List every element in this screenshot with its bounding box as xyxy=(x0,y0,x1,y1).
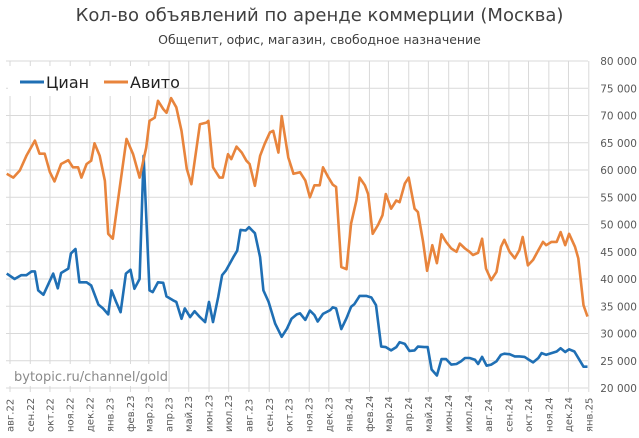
x-tick-label: июл.23 xyxy=(224,395,235,432)
y-tick-label: 50 000 xyxy=(600,220,637,232)
x-tick-label: дек.22 xyxy=(85,397,96,432)
x-tick-label: фев.23 xyxy=(126,396,137,433)
x-tick-label: апр.24 xyxy=(404,397,415,432)
watermark-background xyxy=(8,364,164,386)
y-tick-label: 65 000 xyxy=(600,138,637,150)
y-tick-label: 55 000 xyxy=(600,192,637,204)
x-tick-label: ноя.24 xyxy=(544,397,555,432)
legend-label-cian: Циан xyxy=(46,73,89,92)
y-tick-label: 80 000 xyxy=(600,56,637,68)
x-tick-label: мар.24 xyxy=(384,396,395,432)
x-tick-label: дек.24 xyxy=(564,397,575,432)
x-tick-label: ноя.23 xyxy=(305,397,316,432)
chart-title: Кол-во объявлений по аренде коммерции (М… xyxy=(75,5,564,26)
watermark: bytopic.ru/channel/gold xyxy=(14,370,168,385)
x-tick-label: сен.22 xyxy=(26,398,37,432)
y-tick-label: 75 000 xyxy=(600,83,637,95)
x-tick-label: сен.24 xyxy=(504,398,515,432)
y-tick-label: 25 000 xyxy=(600,356,637,368)
series-lines xyxy=(5,96,589,377)
x-tick-label: июн.23 xyxy=(205,395,216,432)
y-tick-label: 70 000 xyxy=(600,111,637,123)
x-tick-label: сен.23 xyxy=(265,398,276,432)
x-tick-label: мар.23 xyxy=(144,396,155,432)
x-axis: авг.22 сен.22 окт.22 ноя.22 дек.22 янв.23 фев.… xyxy=(6,395,596,432)
x-tick-label: май.23 xyxy=(184,396,195,432)
x-tick-label: авг.22 xyxy=(6,399,17,432)
y-tick-label: 45 000 xyxy=(600,247,637,259)
y-tick-label: 20 000 xyxy=(600,383,637,395)
x-tick-label: июн.24 xyxy=(444,395,455,432)
x-tick-label: ноя.22 xyxy=(66,397,77,432)
x-tick-label: дек.23 xyxy=(324,397,335,432)
y-tick-label: 60 000 xyxy=(600,165,637,177)
series-line-avito xyxy=(6,96,589,318)
x-tick-label: авг.23 xyxy=(244,399,255,432)
x-tick-label: июл.24 xyxy=(464,395,475,432)
legend: Циан Авито xyxy=(8,66,180,96)
y-tick-label: 40 000 xyxy=(600,274,637,286)
x-tick-label: янв.24 xyxy=(345,398,356,432)
x-tick-label: апр.23 xyxy=(165,397,176,432)
y-axis: 20 000 25 000 30 000 35 000 40 000 45 000 50 0… xyxy=(600,56,637,395)
grid xyxy=(6,60,590,392)
x-tick-label: окт.23 xyxy=(284,398,295,432)
x-tick-label: фев.24 xyxy=(365,396,376,433)
y-tick-label: 35 000 xyxy=(600,301,637,313)
x-tick-label: май.24 xyxy=(424,396,435,432)
chart-subtitle: Общепит, офис, магазин, свободное назнач… xyxy=(158,32,481,47)
x-tick-label: янв.23 xyxy=(106,398,117,432)
y-tick-label: 30 000 xyxy=(600,329,637,341)
legend-label-avito: Авито xyxy=(130,73,180,92)
x-tick-label: янв.25 xyxy=(584,398,595,432)
x-tick-label: окт.22 xyxy=(45,398,56,432)
series-line-cian xyxy=(5,154,588,377)
x-tick-label: окт.24 xyxy=(524,398,535,432)
x-tick-label: авг.24 xyxy=(484,399,495,432)
